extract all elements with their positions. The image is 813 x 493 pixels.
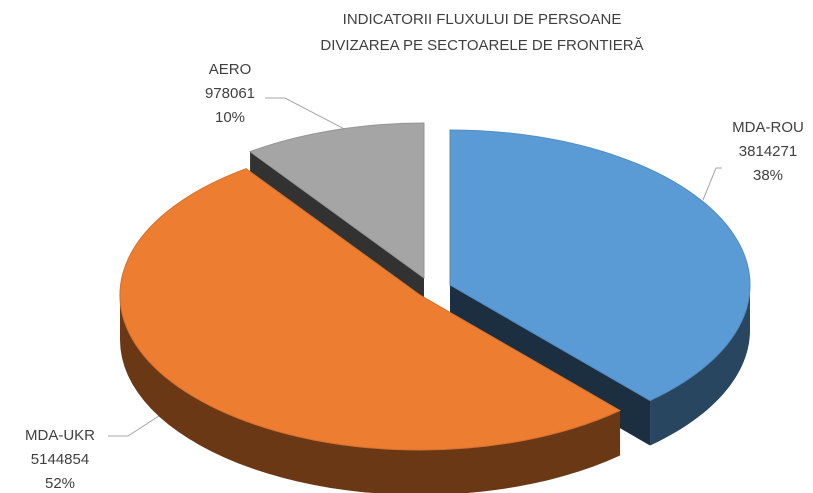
slice (119, 168, 622, 451)
leader-line (265, 97, 353, 134)
value-label: 5144854 (31, 451, 89, 468)
leader-line (108, 409, 169, 437)
percent-label: 10% (215, 109, 245, 126)
slice (249, 122, 425, 279)
category-label: MDA-UKR (25, 427, 95, 444)
slice-side (650, 285, 750, 446)
leader-line (702, 167, 722, 201)
pie (119, 122, 751, 493)
percent-label: 38% (753, 167, 783, 184)
value-label: 3814271 (739, 143, 797, 160)
category-label: MDA-ROU (732, 119, 804, 136)
chart-subtitle: DIVIZAREA PE SECTOARELE DE FRONTIERĂ (320, 37, 643, 54)
percent-label: 52% (45, 475, 75, 492)
value-label: 978061 (205, 85, 255, 102)
slice-side (120, 295, 621, 493)
slice (449, 129, 751, 402)
category-label: AERO (209, 61, 252, 78)
chart-title: INDICATORII FLUXULUI DE PERSOANE (343, 11, 622, 28)
labels: MDA-ROU 3814271 38% MDA-UKR 5144854 52% AERO 97… (25, 61, 804, 492)
